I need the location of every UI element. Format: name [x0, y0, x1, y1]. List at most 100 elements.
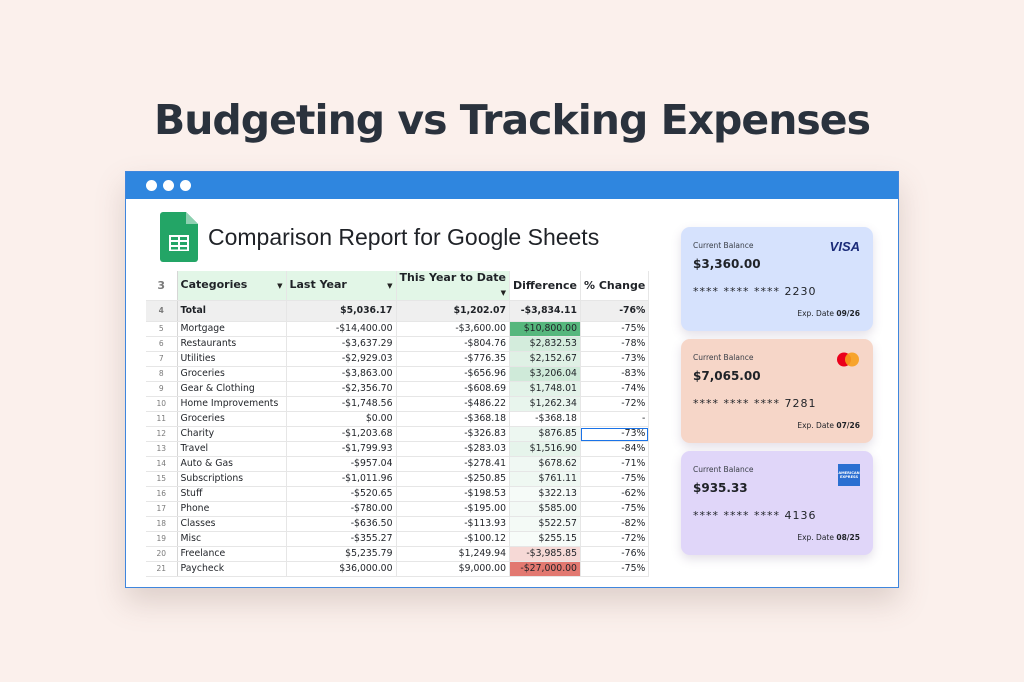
- category-cell[interactable]: Freelance: [177, 546, 287, 562]
- difference-cell[interactable]: $876.85: [509, 426, 581, 442]
- category-cell[interactable]: Utilities: [177, 351, 287, 367]
- pct-change-cell[interactable]: -72%: [580, 396, 650, 412]
- category-cell[interactable]: Home Improvements: [177, 396, 287, 412]
- pct-change-cell[interactable]: -75%: [580, 471, 650, 487]
- pct-change-cell[interactable]: -82%: [580, 516, 650, 532]
- column-header-last-year[interactable]: Last Year ▼: [286, 271, 397, 301]
- last-year-cell[interactable]: -$780.00: [286, 501, 397, 517]
- pct-change-cell[interactable]: -: [580, 411, 650, 427]
- pct-change-cell[interactable]: -62%: [580, 486, 650, 502]
- row-number[interactable]: 15: [146, 471, 178, 487]
- last-year-cell[interactable]: -$520.65: [286, 486, 397, 502]
- row-number[interactable]: 4: [146, 300, 178, 322]
- this-year-cell[interactable]: -$283.03: [396, 441, 510, 457]
- total-pct-change-cell[interactable]: -76%: [580, 300, 650, 322]
- category-cell[interactable]: Misc: [177, 531, 287, 547]
- pct-change-cell[interactable]: -73%: [580, 351, 650, 367]
- last-year-cell[interactable]: -$355.27: [286, 531, 397, 547]
- last-year-cell[interactable]: -$3,863.00: [286, 366, 397, 382]
- this-year-cell[interactable]: -$100.12: [396, 531, 510, 547]
- this-year-cell[interactable]: -$608.69: [396, 381, 510, 397]
- window-dot[interactable]: [163, 180, 174, 191]
- difference-cell[interactable]: $761.11: [509, 471, 581, 487]
- this-year-cell[interactable]: -$198.53: [396, 486, 510, 502]
- window-dot[interactable]: [146, 180, 157, 191]
- pct-change-cell[interactable]: -75%: [580, 501, 650, 517]
- difference-cell[interactable]: $2,152.67: [509, 351, 581, 367]
- difference-cell[interactable]: $1,748.01: [509, 381, 581, 397]
- difference-cell[interactable]: $2,832.53: [509, 336, 581, 352]
- row-number[interactable]: 19: [146, 531, 178, 547]
- window-dot[interactable]: [180, 180, 191, 191]
- difference-cell[interactable]: $1,262.34: [509, 396, 581, 412]
- row-number[interactable]: 10: [146, 396, 178, 412]
- this-year-cell[interactable]: -$326.83: [396, 426, 510, 442]
- this-year-cell[interactable]: -$113.93: [396, 516, 510, 532]
- this-year-cell[interactable]: -$804.76: [396, 336, 510, 352]
- row-number[interactable]: 6: [146, 336, 178, 352]
- row-number[interactable]: 11: [146, 411, 178, 427]
- credit-card[interactable]: Current Balance $3,360.00 **** **** **** 2…: [681, 227, 873, 331]
- last-year-cell[interactable]: $0.00: [286, 411, 397, 427]
- pct-change-cell[interactable]: -83%: [580, 366, 650, 382]
- pct-change-cell[interactable]: -75%: [580, 321, 650, 337]
- difference-cell[interactable]: -$368.18: [509, 411, 581, 427]
- row-number[interactable]: 5: [146, 321, 178, 337]
- column-header-difference[interactable]: Difference: [509, 271, 581, 301]
- difference-cell[interactable]: $678.62: [509, 456, 581, 472]
- pct-change-cell[interactable]: -71%: [580, 456, 650, 472]
- last-year-cell[interactable]: -$2,929.03: [286, 351, 397, 367]
- this-year-cell[interactable]: -$776.35: [396, 351, 510, 367]
- category-cell[interactable]: Groceries: [177, 366, 287, 382]
- this-year-cell[interactable]: -$195.00: [396, 501, 510, 517]
- this-year-cell[interactable]: $9,000.00: [396, 561, 510, 577]
- pct-change-cell[interactable]: -78%: [580, 336, 650, 352]
- difference-cell[interactable]: $322.13: [509, 486, 581, 502]
- last-year-cell[interactable]: -$14,400.00: [286, 321, 397, 337]
- pct-change-cell[interactable]: -74%: [580, 381, 650, 397]
- total-difference-cell[interactable]: -$3,834.11: [509, 300, 581, 322]
- column-header-this-year[interactable]: This Year to Date ▼: [396, 271, 510, 301]
- row-number[interactable]: 9: [146, 381, 178, 397]
- total-last-year-cell[interactable]: $5,036.17: [286, 300, 397, 322]
- category-cell[interactable]: Groceries: [177, 411, 287, 427]
- last-year-cell[interactable]: -$3,637.29: [286, 336, 397, 352]
- category-cell[interactable]: Stuff: [177, 486, 287, 502]
- category-cell[interactable]: Restaurants: [177, 336, 287, 352]
- this-year-cell[interactable]: $1,249.94: [396, 546, 510, 562]
- last-year-cell[interactable]: -$957.04: [286, 456, 397, 472]
- last-year-cell[interactable]: -$1,748.56: [286, 396, 397, 412]
- last-year-cell[interactable]: -$1,011.96: [286, 471, 397, 487]
- this-year-cell[interactable]: -$3,600.00: [396, 321, 510, 337]
- category-cell[interactable]: Gear & Clothing: [177, 381, 287, 397]
- row-number[interactable]: 16: [146, 486, 178, 502]
- difference-cell[interactable]: $10,800.00: [509, 321, 581, 337]
- this-year-cell[interactable]: -$368.18: [396, 411, 510, 427]
- row-number[interactable]: 20: [146, 546, 178, 562]
- category-cell[interactable]: Phone: [177, 501, 287, 517]
- credit-card[interactable]: Current Balance $7,065.00 **** **** **** 7…: [681, 339, 873, 443]
- dropdown-caret-icon[interactable]: ▼: [277, 282, 283, 290]
- category-cell[interactable]: Classes: [177, 516, 287, 532]
- last-year-cell[interactable]: -$1,799.93: [286, 441, 397, 457]
- difference-cell[interactable]: $1,516.90: [509, 441, 581, 457]
- dropdown-caret-icon[interactable]: ▼: [500, 289, 506, 297]
- pct-change-cell[interactable]: -73%: [580, 426, 650, 442]
- total-label-cell[interactable]: Total: [177, 300, 287, 322]
- column-header-pct-change[interactable]: % Change: [580, 271, 650, 301]
- this-year-cell[interactable]: -$278.41: [396, 456, 510, 472]
- dropdown-caret-icon[interactable]: ▼: [387, 282, 393, 290]
- row-number[interactable]: 3: [146, 271, 178, 301]
- credit-card[interactable]: Current Balance $935.33 **** **** **** 413…: [681, 451, 873, 555]
- last-year-cell[interactable]: -$1,203.68: [286, 426, 397, 442]
- last-year-cell[interactable]: -$2,356.70: [286, 381, 397, 397]
- row-number[interactable]: 17: [146, 501, 178, 517]
- row-number[interactable]: 12: [146, 426, 178, 442]
- difference-cell[interactable]: $255.15: [509, 531, 581, 547]
- row-number[interactable]: 13: [146, 441, 178, 457]
- total-this-year-cell[interactable]: $1,202.07: [396, 300, 510, 322]
- category-cell[interactable]: Mortgage: [177, 321, 287, 337]
- last-year-cell[interactable]: $5,235.79: [286, 546, 397, 562]
- row-number[interactable]: 7: [146, 351, 178, 367]
- pct-change-cell[interactable]: -72%: [580, 531, 650, 547]
